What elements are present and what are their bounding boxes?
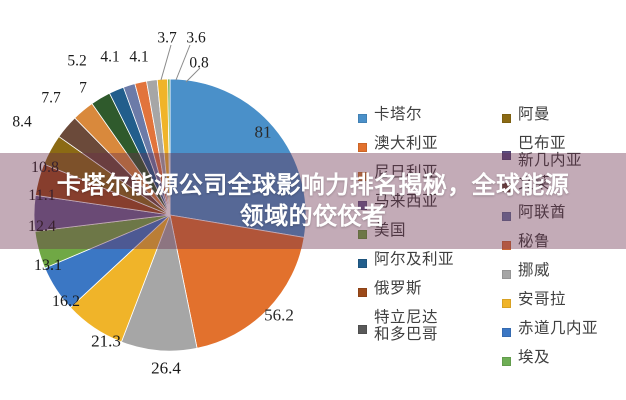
legend-item[interactable]: 美国 <box>358 222 498 246</box>
pie-slice-value-label: 10.8 <box>31 159 59 176</box>
legend-item[interactable]: 俄罗斯 <box>358 280 498 304</box>
legend-item-label: 马来西亚 <box>374 193 439 210</box>
legend-item-label: 特立尼达 和多巴哥 <box>374 309 439 344</box>
legend-swatch-icon <box>502 269 511 279</box>
legend-swatch-icon <box>358 201 367 210</box>
legend-swatch-icon <box>358 172 367 181</box>
pie-slice-value-label: 81 <box>254 122 272 142</box>
pie-slice-group <box>33 78 307 352</box>
legend-item-label: 澳大利亚 <box>374 135 439 152</box>
legend-swatch-icon <box>358 288 367 297</box>
legend-item[interactable]: 阿联酋 <box>502 204 626 228</box>
pie-leader-lines <box>160 44 201 83</box>
pie-chart: 81 56.2 26.4 21.3 16.2 13.1 12.4 11.1 10.8 8.4 7.7… <box>12 29 307 378</box>
legend-item-label: 挪威 <box>518 261 551 279</box>
leader-line <box>175 44 191 81</box>
legend-item-label: 秘鲁 <box>518 232 551 250</box>
legend-swatch-icon <box>502 327 511 337</box>
legend-item-label: 卡塔尔 <box>374 106 423 123</box>
pie-slice-value-label: 7 <box>79 79 87 97</box>
legend-item-label: 俄罗斯 <box>374 280 423 297</box>
legend-item-label: 尼日利亚 <box>374 164 439 181</box>
legend-column-right: 阿曼巴布亚 新几内亚文莱阿联酋秘鲁挪威安哥拉赤道几内亚埃及 <box>502 106 626 378</box>
pie-slice <box>169 214 305 349</box>
legend-item[interactable]: 尼日利亚 <box>358 164 498 188</box>
legend-swatch-icon <box>502 182 511 192</box>
pie-slice-value-label: 5.2 <box>67 52 87 70</box>
legend-item[interactable]: 阿曼 <box>502 106 626 130</box>
pie-slice-value-label: 11.1 <box>28 187 56 204</box>
pie-slice-value-label: 4.1 <box>100 48 120 66</box>
legend-swatch-icon <box>502 114 511 123</box>
legend-swatch-icon <box>502 211 511 221</box>
legend-item-label: 美国 <box>374 222 407 239</box>
legend-item-label: 阿尔及利亚 <box>374 251 455 268</box>
legend-item[interactable]: 阿尔及利亚 <box>358 251 498 275</box>
pie-slice <box>169 78 307 238</box>
leader-line <box>160 44 172 81</box>
pie-slice-value-label: 3.6 <box>186 29 206 47</box>
legend-item[interactable]: 安哥拉 <box>502 291 626 315</box>
legend-swatch-icon <box>358 230 367 239</box>
legend-item-label: 埃及 <box>518 348 551 366</box>
legend-swatch-icon <box>358 259 367 268</box>
legend-swatch-icon <box>502 298 511 308</box>
legend-item[interactable]: 埃及 <box>502 349 626 373</box>
legend-column-left: 卡塔尔澳大利亚尼日利亚马来西亚美国阿尔及利亚俄罗斯特立尼达 和多巴哥 <box>358 106 498 349</box>
legend-swatch-icon <box>502 240 511 250</box>
legend-item[interactable]: 马来西亚 <box>358 193 498 217</box>
pie-slice-value-label: 16.2 <box>52 293 80 310</box>
legend-item[interactable]: 澳大利亚 <box>358 135 498 159</box>
pie-slice-value-label: 3.7 <box>157 29 177 47</box>
legend-item-label: 安哥拉 <box>518 290 567 308</box>
pie-slice-value-label: 4.1 <box>129 48 149 66</box>
legend-swatch-icon <box>358 114 367 123</box>
legend-item[interactable]: 巴布亚 新几内亚 <box>502 135 626 170</box>
legend-item[interactable]: 卡塔尔 <box>358 106 498 130</box>
legend-item-label: 阿联酋 <box>518 203 567 221</box>
legend-item-label: 阿曼 <box>518 106 551 123</box>
legend-item[interactable]: 文莱 <box>502 175 626 199</box>
pie-slice <box>167 78 171 216</box>
legend-swatch-icon <box>502 151 511 160</box>
legend-swatch-icon <box>358 325 367 334</box>
pie-slice-value-label: 26.4 <box>151 358 181 378</box>
legend: 卡塔尔澳大利亚尼日利亚马来西亚美国阿尔及利亚俄罗斯特立尼达 和多巴哥 阿曼巴布亚新… <box>358 106 626 378</box>
pie-slice-value-label: 7.7 <box>41 89 61 107</box>
pie-slice-value-label: 13.1 <box>34 257 62 274</box>
legend-swatch-icon <box>502 356 511 366</box>
pie-slice-value-label: 8.4 <box>12 113 32 131</box>
pie-slice-value-label: 21.3 <box>91 331 121 351</box>
pie-slice-value-label: 56.2 <box>264 305 294 325</box>
legend-item-label: 巴布亚 新几内亚 <box>518 135 583 170</box>
legend-item[interactable]: 特立尼达 和多巴哥 <box>358 309 498 344</box>
legend-item[interactable]: 赤道几内亚 <box>502 320 626 344</box>
pie-chart-svg <box>33 44 307 352</box>
legend-swatch-icon <box>358 143 367 152</box>
legend-item[interactable]: 挪威 <box>502 262 626 286</box>
pie-slice-value-label: 0.8 <box>189 54 209 72</box>
legend-item[interactable]: 秘鲁 <box>502 233 626 257</box>
pie-slice-value-label: 12.4 <box>28 218 56 235</box>
legend-item-label: 赤道几内亚 <box>518 319 599 337</box>
leader-line <box>185 67 201 83</box>
legend-item-label: 文莱 <box>518 174 551 192</box>
